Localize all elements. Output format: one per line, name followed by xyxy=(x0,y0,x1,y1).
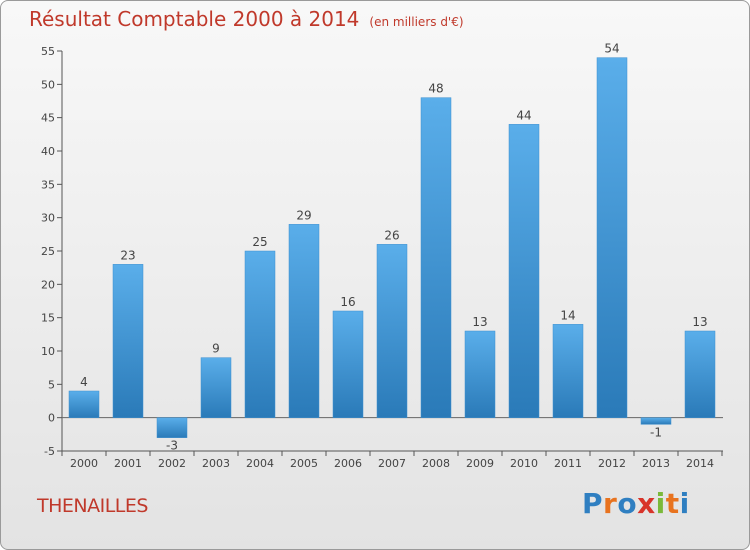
bar-2006 xyxy=(332,310,364,418)
logo-letter: o xyxy=(617,487,638,520)
bar-2014 xyxy=(684,330,716,418)
data-label-2007: 26 xyxy=(384,228,399,242)
bar-2004 xyxy=(244,250,276,418)
data-label-2010: 44 xyxy=(516,108,531,122)
data-label-2001: 23 xyxy=(120,248,135,262)
data-label-2009: 13 xyxy=(472,315,487,329)
x-tick-label: 2008 xyxy=(422,457,450,470)
logo-letter: P xyxy=(582,487,604,520)
x-tick-label: 2009 xyxy=(466,457,494,470)
title-text: Résultat Comptable 2000 à 2014 xyxy=(29,7,360,31)
y-tick-label: 55 xyxy=(41,45,55,58)
logo-letter: i xyxy=(655,487,666,520)
data-label-2000: 4 xyxy=(80,375,88,389)
bar-2005 xyxy=(288,224,320,418)
y-tick-label: 30 xyxy=(41,212,55,225)
logo-letter: r xyxy=(603,487,618,520)
y-tick-label: 10 xyxy=(41,345,55,358)
bar-2001 xyxy=(112,264,144,418)
y-tick-label: 35 xyxy=(41,178,55,191)
y-tick-label: 0 xyxy=(48,412,55,425)
data-label-2012: 54 xyxy=(604,42,619,56)
unit-label: (en milliers d'€) xyxy=(369,15,464,29)
data-label-2005: 29 xyxy=(296,208,311,222)
x-tick-label: 2012 xyxy=(598,457,626,470)
x-tick-label: 2010 xyxy=(510,457,538,470)
data-label-2008: 48 xyxy=(428,82,443,96)
x-tick-label: 2013 xyxy=(642,457,670,470)
bar-2010 xyxy=(508,124,540,418)
logo-letter: t xyxy=(665,487,680,520)
bar-2003 xyxy=(200,357,232,418)
x-tick-label: 2000 xyxy=(70,457,98,470)
logo-letter: x xyxy=(637,487,656,520)
x-tick-label: 2014 xyxy=(686,457,714,470)
data-label-2014: 13 xyxy=(692,315,707,329)
bar-2013 xyxy=(640,417,672,425)
town-name: THENAILLES xyxy=(37,495,148,517)
logo-letter: i xyxy=(679,487,690,520)
x-tick-label: 2003 xyxy=(202,457,230,470)
y-tick-label: 25 xyxy=(41,245,55,258)
y-tick-label: -5 xyxy=(44,445,55,458)
bar-2011 xyxy=(552,324,584,418)
bar-2002 xyxy=(156,417,188,438)
y-tick-label: 45 xyxy=(41,112,55,125)
data-label-2002: -3 xyxy=(166,439,178,453)
y-tick-label: 5 xyxy=(48,378,55,391)
x-tick-label: 2007 xyxy=(378,457,406,470)
proxiti-logo: Proxiti xyxy=(582,487,690,520)
y-tick-label: 15 xyxy=(41,312,55,325)
y-tick-label: 50 xyxy=(41,78,55,91)
data-label-2003: 9 xyxy=(212,342,220,356)
y-tick-label: 40 xyxy=(41,145,55,158)
bar-2008 xyxy=(420,97,452,418)
x-tick-label: 2004 xyxy=(246,457,274,470)
bar-2000 xyxy=(68,390,100,418)
x-tick-label: 2006 xyxy=(334,457,362,470)
x-tick-label: 2002 xyxy=(158,457,186,470)
data-label-2013: -1 xyxy=(650,425,662,439)
bar-2007 xyxy=(376,244,408,418)
x-tick-label: 2005 xyxy=(290,457,318,470)
chart-title: Résultat Comptable 2000 à 2014 (en millie… xyxy=(29,7,464,31)
bar-2012 xyxy=(596,57,628,418)
bar-2009 xyxy=(464,330,496,418)
x-tick-label: 2001 xyxy=(114,457,142,470)
y-tick-label: 20 xyxy=(41,278,55,291)
x-tick-label: 2011 xyxy=(554,457,582,470)
data-label-2004: 25 xyxy=(252,235,267,249)
data-label-2006: 16 xyxy=(340,295,355,309)
data-label-2011: 14 xyxy=(560,308,575,322)
